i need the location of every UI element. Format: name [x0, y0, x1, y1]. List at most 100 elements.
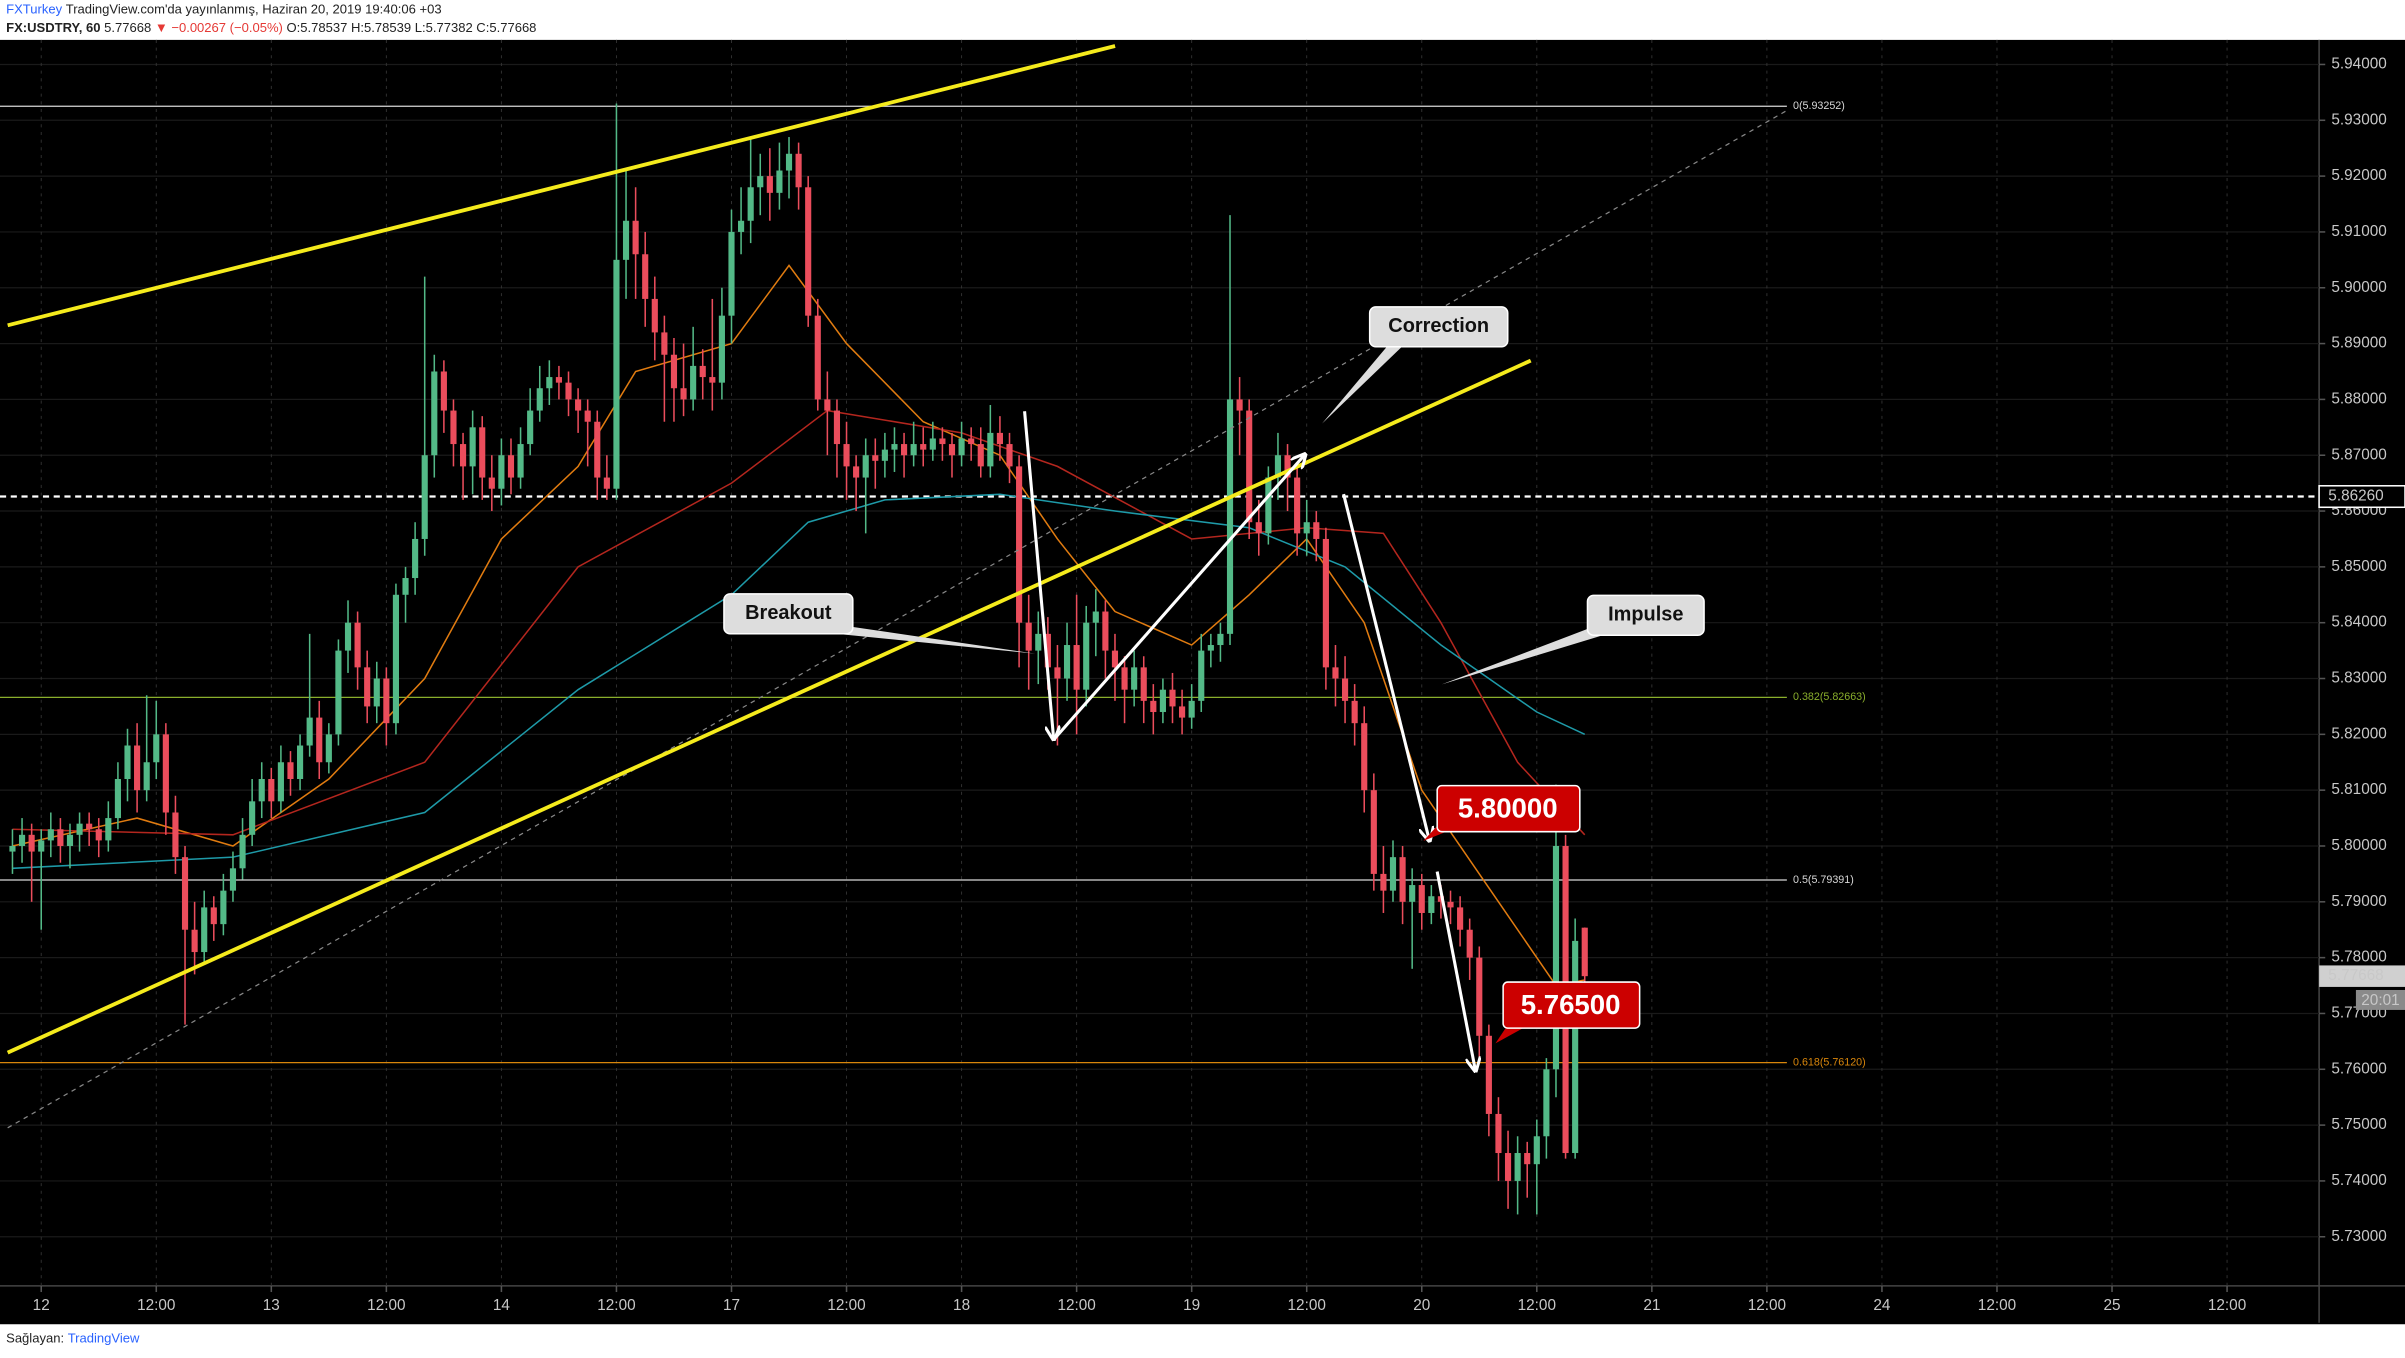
- x-tick-label: 19: [1183, 1297, 1200, 1314]
- candle-body: [900, 444, 908, 456]
- candle-body: [805, 187, 812, 316]
- callout-pointer: [1441, 626, 1603, 685]
- candle-body: [872, 455, 879, 461]
- x-tick-label: 17: [723, 1297, 740, 1314]
- candle-body: [1255, 522, 1262, 534]
- candle-body: [1485, 1035, 1492, 1114]
- x-tick-label: 18: [953, 1297, 970, 1314]
- candle-body: [297, 745, 304, 780]
- candle-body: [1102, 611, 1109, 651]
- y-tick-label: 5.79000: [2331, 893, 2386, 910]
- published: TradingView.com'da yayınlanmış, Haziran …: [66, 2, 442, 17]
- publisher: FXTurkey: [6, 2, 62, 17]
- candle-body: [1447, 901, 1454, 908]
- candle-body: [939, 438, 946, 445]
- arrow: [1342, 493, 1430, 841]
- footer-brand: TradingView: [68, 1331, 140, 1346]
- price-label-box: [1502, 981, 1641, 1029]
- candle-body: [536, 388, 543, 411]
- candle-body: [565, 382, 572, 400]
- candle-body: [709, 377, 716, 383]
- candle-body: [1035, 633, 1042, 651]
- candle-body: [153, 734, 160, 763]
- candle-body: [354, 622, 361, 668]
- footer-label: Sağlayan:: [6, 1331, 64, 1346]
- candle-body: [220, 890, 227, 925]
- candle-body: [1294, 477, 1301, 534]
- candle-body: [1073, 645, 1080, 690]
- price-label-box: [1436, 784, 1581, 833]
- candle-body: [1428, 896, 1435, 913]
- candle-body: [431, 371, 438, 456]
- x-tick-label: 12:00: [827, 1297, 865, 1314]
- change: ▼ −0.00267 (−0.05%): [155, 21, 283, 36]
- candle-body: [728, 231, 735, 316]
- candle-body: [459, 444, 467, 467]
- candle-body: [1025, 622, 1032, 651]
- candle-body: [642, 254, 649, 299]
- x-tick-label: 12:00: [1978, 1297, 2016, 1314]
- candle-body: [977, 444, 984, 467]
- callout-box: [1586, 594, 1705, 637]
- y-tick-label: 5.78000: [2331, 949, 2386, 966]
- candle-body: [1313, 522, 1320, 539]
- fib-label: 0(5.93252): [1793, 100, 1845, 112]
- candle-body: [277, 762, 284, 802]
- callout-pointer: [835, 624, 1036, 654]
- candle-body: [1111, 650, 1119, 668]
- candle-body: [1236, 399, 1243, 411]
- candle-body: [1016, 466, 1023, 623]
- arrow: [1435, 871, 1475, 1071]
- x-tick-label: 12:00: [1518, 1297, 1556, 1314]
- candle-body: [1284, 455, 1291, 478]
- y-tick-label: 5.89000: [2331, 335, 2386, 352]
- candle-body: [316, 717, 323, 763]
- candle-body: [498, 455, 505, 489]
- x-tick-label: 12:00: [597, 1297, 635, 1314]
- candle-body: [1226, 399, 1234, 634]
- y-tick-label: 5.80000: [2331, 837, 2386, 854]
- x-tick-label: 14: [493, 1297, 511, 1314]
- candle-body: [229, 868, 237, 891]
- candle-body: [527, 410, 534, 445]
- candle-body: [661, 332, 668, 355]
- y-tick-label: 5.87000: [2331, 446, 2386, 463]
- candle-body: [814, 315, 821, 400]
- candle-body: [776, 170, 783, 193]
- candle-body: [124, 745, 131, 780]
- candle-body: [1274, 455, 1282, 478]
- candle-body: [996, 432, 1003, 445]
- symbol: FX:USDTRY, 60: [6, 21, 100, 36]
- candle-body: [392, 594, 400, 724]
- candle-body: [201, 907, 208, 953]
- candle-body: [268, 779, 275, 802]
- candle-body: [1188, 700, 1195, 718]
- level-label-box: [2318, 485, 2405, 509]
- candle-body: [114, 779, 121, 819]
- arrow: [1052, 454, 1306, 741]
- candle-body: [632, 220, 639, 255]
- candle-body: [718, 315, 725, 383]
- candle-body: [507, 455, 515, 478]
- candle-body: [162, 734, 169, 813]
- x-tick-label: 12:00: [1288, 1297, 1326, 1314]
- candle-body: [1418, 885, 1425, 913]
- countdown: 20:01: [2361, 992, 2399, 1009]
- candle-body: [862, 455, 869, 478]
- candle-body: [1457, 907, 1464, 930]
- x-tick-label: 12:00: [1057, 1297, 1095, 1314]
- arrow: [1023, 411, 1054, 739]
- candle-body: [1063, 645, 1071, 679]
- candle-body: [38, 840, 45, 852]
- candle-body: [920, 444, 927, 450]
- candle-body: [249, 801, 256, 835]
- callout-box: [1368, 306, 1509, 348]
- candle-body: [469, 427, 476, 467]
- fib-trend-line: [7, 109, 1788, 1129]
- candle-body: [853, 466, 860, 478]
- y-tick-label: 5.75000: [2331, 1116, 2386, 1133]
- candle-body: [1006, 444, 1013, 467]
- candle-body: [1370, 790, 1377, 874]
